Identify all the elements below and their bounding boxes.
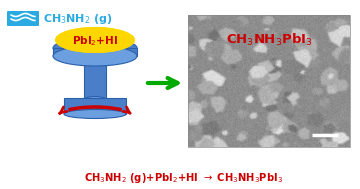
Text: CH$_3$NH$_3$PbI$_3$: CH$_3$NH$_3$PbI$_3$ <box>226 32 312 48</box>
Text: CH$_3$NH$_2$ (g): CH$_3$NH$_2$ (g) <box>43 12 113 26</box>
Ellipse shape <box>53 38 137 58</box>
Text: PbI$_2$+HI: PbI$_2$+HI <box>72 34 118 48</box>
Bar <box>64 98 126 114</box>
Ellipse shape <box>53 46 137 66</box>
Bar <box>84 64 106 100</box>
Bar <box>53 48 137 56</box>
Ellipse shape <box>55 27 135 53</box>
Ellipse shape <box>84 97 106 104</box>
FancyBboxPatch shape <box>7 11 39 26</box>
Text: CH$_3$NH$_2$ (g)+PbI$_2$+HI $\rightarrow$ CH$_3$NH$_3$PbI$_3$: CH$_3$NH$_2$ (g)+PbI$_2$+HI $\rightarrow… <box>84 171 283 185</box>
Ellipse shape <box>64 109 126 119</box>
Ellipse shape <box>55 27 135 53</box>
Bar <box>188 15 350 147</box>
